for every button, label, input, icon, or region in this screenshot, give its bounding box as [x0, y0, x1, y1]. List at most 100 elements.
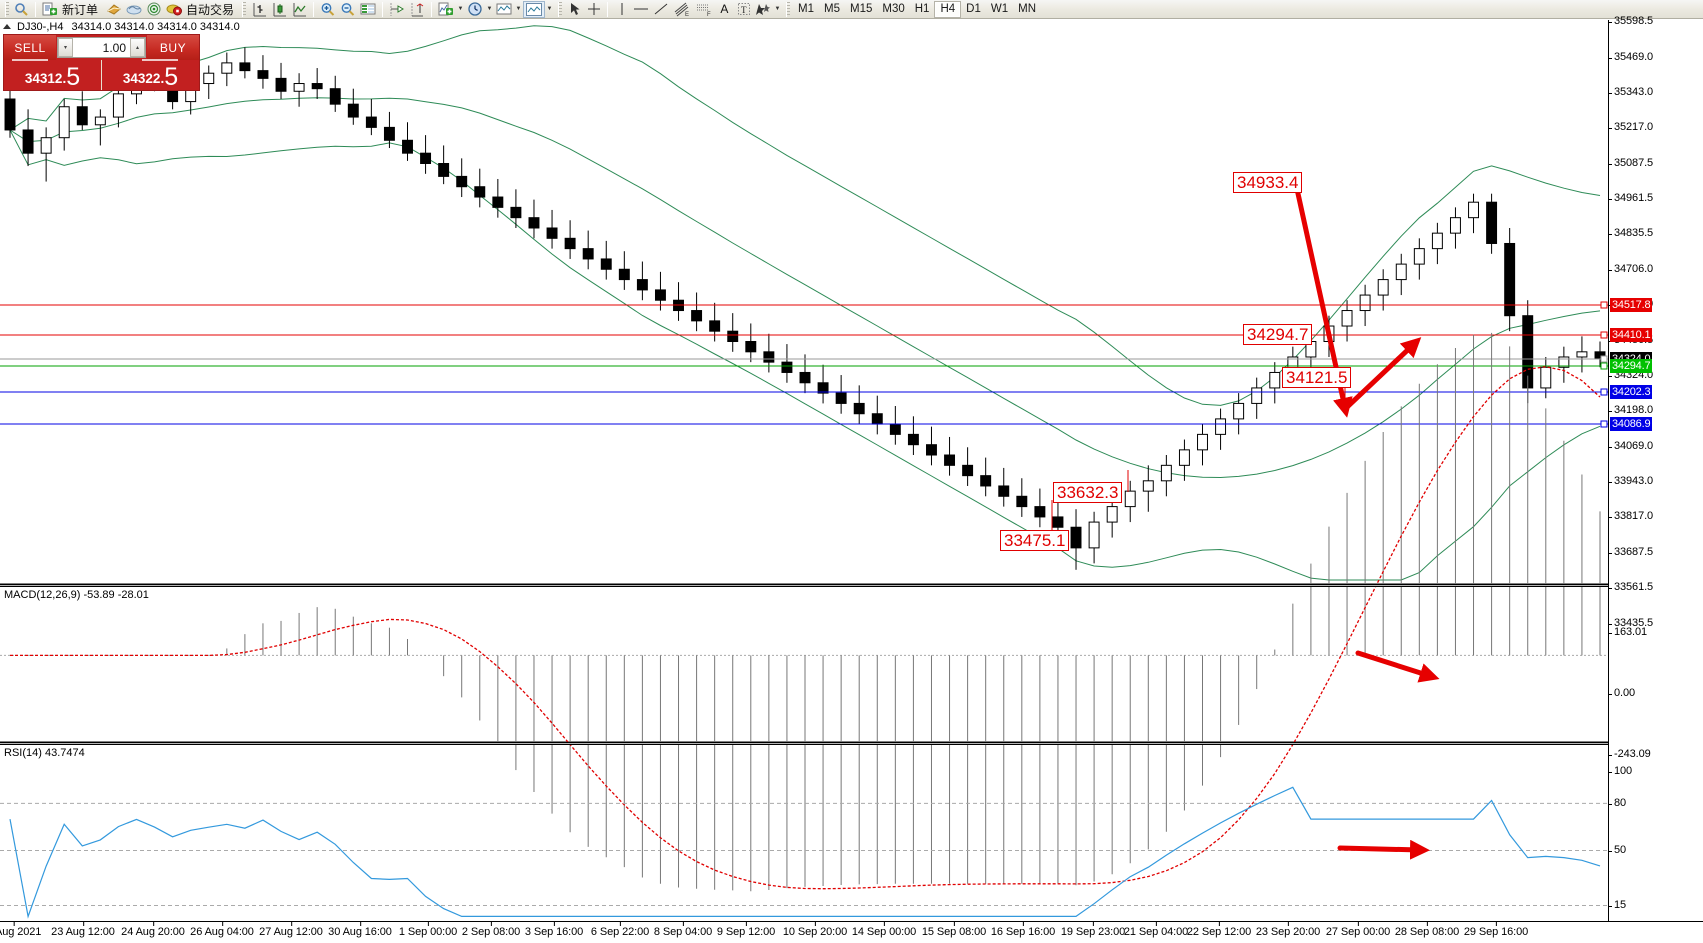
toolbar-grip-4[interactable] [786, 1, 791, 17]
price-axis-tick-label: 0.00 [1614, 687, 1636, 699]
line-chart-icon[interactable] [289, 1, 309, 18]
bid-price-decimal: 5 [66, 63, 81, 91]
candle-body [1070, 526, 1082, 549]
volume-increase-button[interactable]: ▴ [130, 38, 145, 57]
time-axis-tick: 14 Sep 00:00 [852, 922, 916, 938]
price-axis-tick-label: 33817.0 [1614, 510, 1654, 522]
buy-button[interactable]: BUY [147, 35, 199, 60]
volume-input[interactable]: 1.00 [102, 40, 126, 55]
bid-price-display[interactable]: 34312. 5 [4, 59, 102, 91]
bar-chart-icon[interactable] [249, 1, 269, 18]
periods-clock-icon[interactable] [465, 1, 485, 18]
one-click-trading-panel[interactable]: SELL ▾ 1.00 ▴ BUY 34312. 5 34322. 5 [3, 34, 200, 91]
pane-separator-macd[interactable] [0, 584, 1703, 587]
support-level-1-badge[interactable]: 34202.3 [1610, 385, 1653, 399]
up-arrow-price[interactable] [1342, 337, 1422, 412]
crosshair-tool-icon[interactable] [584, 1, 603, 18]
green-bid-line-handle[interactable] [1600, 362, 1608, 370]
auto-trading-label[interactable]: 自动交易 [186, 2, 235, 17]
bollinger-lower-band [9, 129, 1601, 581]
chart-shift-icon[interactable] [387, 1, 407, 18]
shapes-tool-icon[interactable] [753, 1, 773, 18]
timeframe-h1[interactable]: H1 [914, 3, 930, 15]
time-axis-tick-label: 2 Sep 08:00 [461, 926, 521, 938]
timeframe-m15[interactable]: M15 [850, 3, 873, 15]
time-axis[interactable]: 0 Aug 2021 23 Aug 12:00 24 Aug 20:00 26 Aug… [0, 921, 1703, 943]
time-axis-tick-label: 29 Sep 16:00 [1463, 926, 1529, 938]
time-axis-tick: 27 Aug 12:00 [259, 922, 323, 938]
templates-icon[interactable] [494, 1, 514, 18]
candle-body [40, 137, 52, 154]
timeframe-m1[interactable]: M1 [798, 3, 815, 15]
annotation-low-1[interactable]: 33632.3 [1053, 482, 1123, 503]
time-axis-tick: 8 Sep 04:00 [654, 922, 712, 938]
label-tool-icon[interactable]: T [734, 1, 753, 18]
data-grid-icon[interactable] [358, 1, 378, 18]
collapse-triangle-icon[interactable] [3, 24, 11, 29]
sell-button[interactable]: SELL [4, 35, 56, 60]
volume-decrease-button[interactable]: ▾ [58, 38, 73, 57]
resistance-level-1-badge[interactable]: 34517.8 [1610, 298, 1653, 312]
pane-separator-rsi[interactable] [0, 742, 1703, 745]
new-order-icon[interactable] [40, 1, 60, 18]
annotation-swing-low[interactable]: 34121.5 [1282, 367, 1352, 388]
candle-body [781, 361, 793, 373]
shapes-dropdown-chevron-down-icon[interactable]: ▼ [774, 6, 781, 12]
right-arrow-rsi[interactable] [1337, 839, 1430, 860]
auto-scroll-icon[interactable] [407, 1, 427, 18]
trendline-tool-icon[interactable] [651, 1, 671, 18]
fibonacci-tool-icon[interactable]: F [693, 1, 715, 18]
grey-ask-line-handle[interactable] [1600, 355, 1608, 363]
zoom-out-icon[interactable] [338, 1, 358, 18]
cursor-tool-icon[interactable] [565, 1, 584, 18]
text-tool-icon[interactable]: A [720, 2, 729, 16]
oct-controls-row: SELL ▾ 1.00 ▴ BUY [4, 35, 199, 60]
equidistant-channel-tool-icon[interactable]: E [671, 1, 693, 18]
candlestick-chart-icon[interactable] [269, 1, 289, 18]
timeframe-d1[interactable]: D1 [966, 3, 981, 15]
timeframe-mn[interactable]: MN [1018, 3, 1036, 15]
volume-stepper[interactable]: ▾ 1.00 ▴ [57, 37, 146, 58]
toolbar-grip-1[interactable] [5, 1, 9, 17]
vertical-line-tool-icon[interactable] [612, 1, 631, 18]
red-line-2-handle[interactable] [1600, 331, 1608, 339]
ask-price-display[interactable]: 34322. 5 [102, 59, 199, 90]
templates-selected-icon[interactable] [523, 0, 546, 18]
down-arrow-macd[interactable] [1355, 650, 1440, 683]
data-window-icon[interactable] [124, 1, 144, 18]
search-icon[interactable] [12, 1, 31, 18]
auto-trading-icon[interactable] [164, 1, 184, 18]
main-toolbar: 新订单 自动交易 [0, 0, 1703, 19]
bid-level-badge[interactable]: 34294.7 [1610, 359, 1653, 373]
indicators-dropdown-chevron-down-icon[interactable]: ▼ [457, 6, 464, 12]
annotation-low-2[interactable]: 33475.1 [1000, 530, 1070, 551]
horizontal-line-tool-icon[interactable] [631, 1, 651, 18]
chart-symbol-label: DJ30-,H4 [17, 20, 64, 33]
support-level-2-badge[interactable]: 34086.9 [1610, 417, 1653, 431]
blue-line-2-handle[interactable] [1600, 420, 1608, 428]
red-line-1-handle[interactable] [1600, 301, 1608, 309]
resistance-level-2-badge[interactable]: 34410.1 [1610, 328, 1653, 342]
annotation-current[interactable]: 34294.7 [1243, 324, 1313, 345]
chart-background[interactable] [0, 20, 1608, 921]
new-order-label[interactable]: 新订单 [62, 2, 99, 17]
periods-dropdown-chevron-down-icon[interactable]: ▼ [486, 6, 493, 12]
timeframe-m30[interactable]: M30 [882, 3, 905, 15]
market-watch-icon[interactable] [144, 1, 164, 18]
annotation-swing-high[interactable]: 34933.4 [1233, 172, 1303, 193]
expert-icon[interactable] [104, 1, 124, 18]
timeframe-h4[interactable]: H4 [934, 0, 962, 18]
price-axis[interactable]: 35598.5 35469.0 35343.0 35217.0 35087.5 34961… [1608, 15, 1703, 934]
templates-dropdown-chevron-down-icon[interactable]: ▼ [515, 6, 522, 12]
toolbar-grip-2[interactable] [242, 1, 247, 17]
timeframe-m5[interactable]: M5 [824, 3, 840, 15]
candle-body [799, 371, 811, 384]
timeframe-w1[interactable]: W1 [990, 3, 1009, 15]
toolbar-grip-3[interactable] [558, 1, 563, 17]
candle-body [365, 116, 377, 128]
zoom-in-icon[interactable] [318, 1, 338, 18]
indicators-icon[interactable] [436, 1, 456, 18]
blue-line-1-handle[interactable] [1600, 388, 1608, 396]
templates-selected-chevron-down-icon[interactable]: ▼ [546, 6, 553, 12]
